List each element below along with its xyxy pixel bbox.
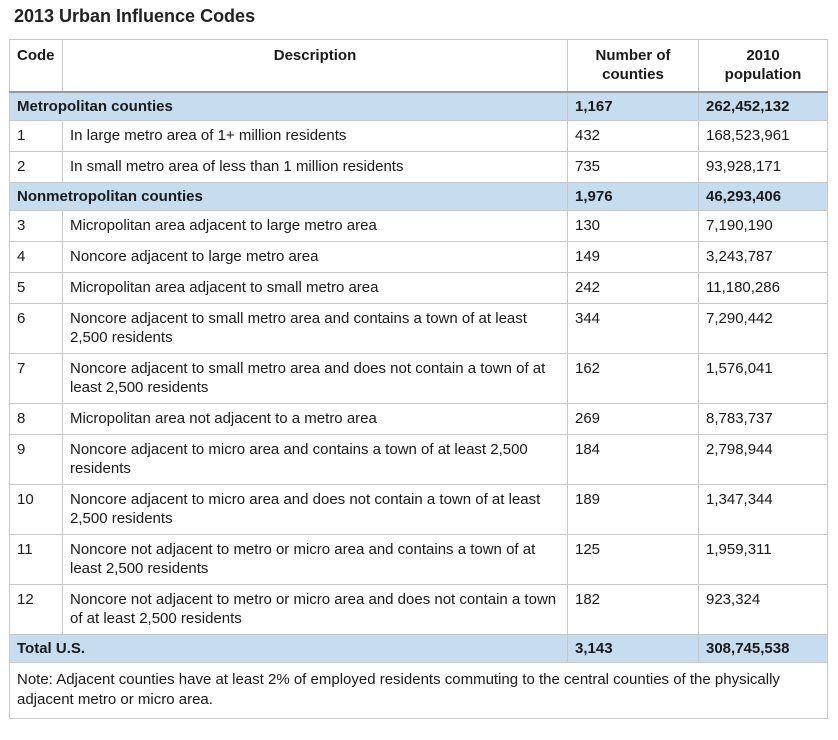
description-cell: In large metro area of 1+ million reside… [62, 120, 568, 152]
header-code: Code [9, 39, 63, 93]
code-cell: 1 [9, 120, 63, 152]
population-cell: 3,243,787 [698, 241, 828, 273]
page-title: 2013 Urban Influence Codes [14, 6, 256, 26]
description-cell: Noncore adjacent to small metro area and… [62, 353, 568, 404]
table-row: 2 In small metro area of less than 1 mill… [9, 151, 828, 183]
header-population: 2010 population [698, 39, 828, 93]
counties-cell: 130 [567, 210, 699, 242]
description-cell: Noncore adjacent to large metro area [62, 241, 568, 273]
population-cell: 11,180,286 [698, 272, 828, 304]
table-body: Metropolitan counties 1,167 262,452,132 1 In… [9, 91, 828, 635]
counties-cell: 184 [567, 434, 699, 485]
description-cell: Noncore adjacent to small metro area and… [62, 303, 568, 354]
table-header-row: Code Description Number of counties 2010… [9, 39, 828, 93]
group-population: 46,293,406 [698, 182, 828, 211]
group-label: Nonmetropolitan counties [9, 182, 568, 211]
code-cell: 6 [9, 303, 63, 354]
description-cell: Noncore adjacent to micro area and conta… [62, 434, 568, 485]
description-cell: Micropolitan area not adjacent to a metr… [62, 403, 568, 435]
table-row: 6 Noncore adjacent to small metro area an… [9, 303, 828, 354]
code-cell: 11 [9, 534, 63, 585]
group-row: Metropolitan counties 1,167 262,452,132 [9, 91, 828, 121]
population-cell: 7,290,442 [698, 303, 828, 354]
description-cell: Micropolitan area adjacent to large metr… [62, 210, 568, 242]
table-row: 4 Noncore adjacent to large metro area 149… [9, 241, 828, 273]
counties-cell: 182 [567, 584, 699, 635]
table-row: 12 Noncore not adjacent to metro or micro… [9, 584, 828, 635]
code-cell: 10 [9, 484, 63, 535]
population-cell: 1,347,344 [698, 484, 828, 535]
population-cell: 2,798,944 [698, 434, 828, 485]
description-cell: In small metro area of less than 1 milli… [62, 151, 568, 183]
note-row: Note: Adjacent counties have at least 2%… [9, 662, 828, 719]
table-row: 7 Noncore adjacent to small metro area an… [9, 353, 828, 404]
population-cell: 168,523,961 [698, 120, 828, 152]
code-cell: 12 [9, 584, 63, 635]
table-row: 10 Noncore adjacent to micro area and doe… [9, 484, 828, 535]
header-description: Description [62, 39, 568, 93]
total-row: Total U.S. 3,143 308,745,538 [9, 634, 828, 663]
urban-influence-table: Code Description Number of counties 2010… [9, 39, 828, 719]
code-cell: 8 [9, 403, 63, 435]
counties-cell: 269 [567, 403, 699, 435]
table-row: 9 Noncore adjacent to micro area and cont… [9, 434, 828, 485]
population-cell: 93,928,171 [698, 151, 828, 183]
population-cell: 1,576,041 [698, 353, 828, 404]
description-cell: Noncore not adjacent to metro or micro a… [62, 534, 568, 585]
total-population: 308,745,538 [698, 634, 828, 663]
counties-cell: 189 [567, 484, 699, 535]
table-row: 3 Micropolitan area adjacent to large met… [9, 210, 828, 242]
code-cell: 9 [9, 434, 63, 485]
population-cell: 7,190,190 [698, 210, 828, 242]
group-row: Nonmetropolitan counties 1,976 46,293,406 [9, 182, 828, 211]
counties-cell: 735 [567, 151, 699, 183]
code-cell: 4 [9, 241, 63, 273]
total-counties: 3,143 [567, 634, 699, 663]
population-cell: 8,783,737 [698, 403, 828, 435]
description-cell: Noncore not adjacent to metro or micro a… [62, 584, 568, 635]
description-cell: Noncore adjacent to micro area and does … [62, 484, 568, 535]
group-population: 262,452,132 [698, 91, 828, 121]
counties-cell: 162 [567, 353, 699, 404]
table-row: 11 Noncore not adjacent to metro or micro… [9, 534, 828, 585]
header-counties: Number of counties [567, 39, 699, 93]
group-counties: 1,167 [567, 91, 699, 121]
total-label: Total U.S. [9, 634, 568, 663]
counties-cell: 242 [567, 272, 699, 304]
code-cell: 5 [9, 272, 63, 304]
group-label: Metropolitan counties [9, 91, 568, 121]
counties-cell: 149 [567, 241, 699, 273]
counties-cell: 344 [567, 303, 699, 354]
code-cell: 3 [9, 210, 63, 242]
population-cell: 1,959,311 [698, 534, 828, 585]
group-counties: 1,976 [567, 182, 699, 211]
description-cell: Micropolitan area adjacent to small metr… [62, 272, 568, 304]
code-cell: 7 [9, 353, 63, 404]
population-cell: 923,324 [698, 584, 828, 635]
code-cell: 2 [9, 151, 63, 183]
table-row: 8 Micropolitan area not adjacent to a met… [9, 403, 828, 435]
table-row: 1 In large metro area of 1+ million resid… [9, 120, 828, 152]
table-row: 5 Micropolitan area adjacent to small met… [9, 272, 828, 304]
table-note: Note: Adjacent counties have at least 2%… [9, 662, 828, 719]
counties-cell: 125 [567, 534, 699, 585]
counties-cell: 432 [567, 120, 699, 152]
